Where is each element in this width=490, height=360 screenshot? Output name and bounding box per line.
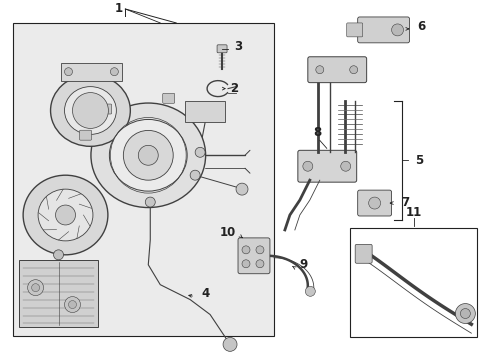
Text: 10: 10 [220, 226, 236, 239]
FancyBboxPatch shape [187, 112, 199, 122]
Text: 7: 7 [401, 195, 410, 208]
Circle shape [303, 161, 313, 171]
Circle shape [195, 147, 205, 157]
Text: 6: 6 [417, 21, 426, 33]
Circle shape [392, 24, 404, 36]
Circle shape [190, 170, 200, 180]
Ellipse shape [65, 87, 116, 134]
FancyBboxPatch shape [355, 244, 372, 263]
Circle shape [110, 68, 119, 76]
Text: 4: 4 [201, 287, 209, 300]
Circle shape [461, 309, 470, 319]
Circle shape [65, 68, 73, 76]
FancyBboxPatch shape [99, 104, 112, 114]
Bar [13, 23, 274, 336]
Text: 1: 1 [114, 3, 122, 15]
Ellipse shape [50, 75, 130, 146]
FancyBboxPatch shape [298, 150, 357, 182]
Circle shape [455, 303, 475, 324]
FancyBboxPatch shape [347, 23, 363, 37]
Text: 8: 8 [314, 126, 322, 139]
Text: 11: 11 [405, 206, 422, 219]
Circle shape [27, 280, 44, 296]
Circle shape [236, 183, 248, 195]
FancyBboxPatch shape [238, 238, 270, 274]
Circle shape [341, 161, 351, 171]
Bar [19, 260, 98, 328]
Ellipse shape [23, 175, 108, 255]
Text: 3: 3 [234, 40, 242, 53]
Circle shape [138, 145, 158, 165]
Text: 5: 5 [416, 154, 424, 167]
Circle shape [32, 284, 40, 292]
FancyBboxPatch shape [217, 45, 227, 53]
Circle shape [368, 197, 381, 209]
Bar [350, 228, 477, 337]
Ellipse shape [109, 120, 187, 191]
Circle shape [65, 297, 80, 312]
FancyBboxPatch shape [308, 57, 367, 83]
Circle shape [256, 260, 264, 268]
Circle shape [69, 301, 76, 309]
Circle shape [53, 250, 64, 260]
Ellipse shape [91, 103, 206, 207]
Circle shape [242, 260, 250, 268]
FancyBboxPatch shape [79, 130, 92, 140]
Circle shape [73, 93, 108, 129]
FancyBboxPatch shape [358, 17, 410, 43]
FancyBboxPatch shape [163, 93, 175, 103]
Circle shape [256, 246, 264, 254]
Circle shape [145, 197, 155, 207]
FancyBboxPatch shape [358, 190, 392, 216]
Circle shape [242, 246, 250, 254]
Circle shape [55, 205, 75, 225]
Ellipse shape [38, 189, 93, 241]
Text: 2: 2 [230, 82, 238, 95]
Circle shape [123, 130, 173, 180]
Bar [61, 63, 122, 81]
Bar [185, 100, 225, 122]
Circle shape [316, 66, 324, 74]
Circle shape [350, 66, 358, 74]
Circle shape [305, 286, 315, 296]
Circle shape [223, 337, 237, 351]
Text: 9: 9 [300, 258, 308, 271]
